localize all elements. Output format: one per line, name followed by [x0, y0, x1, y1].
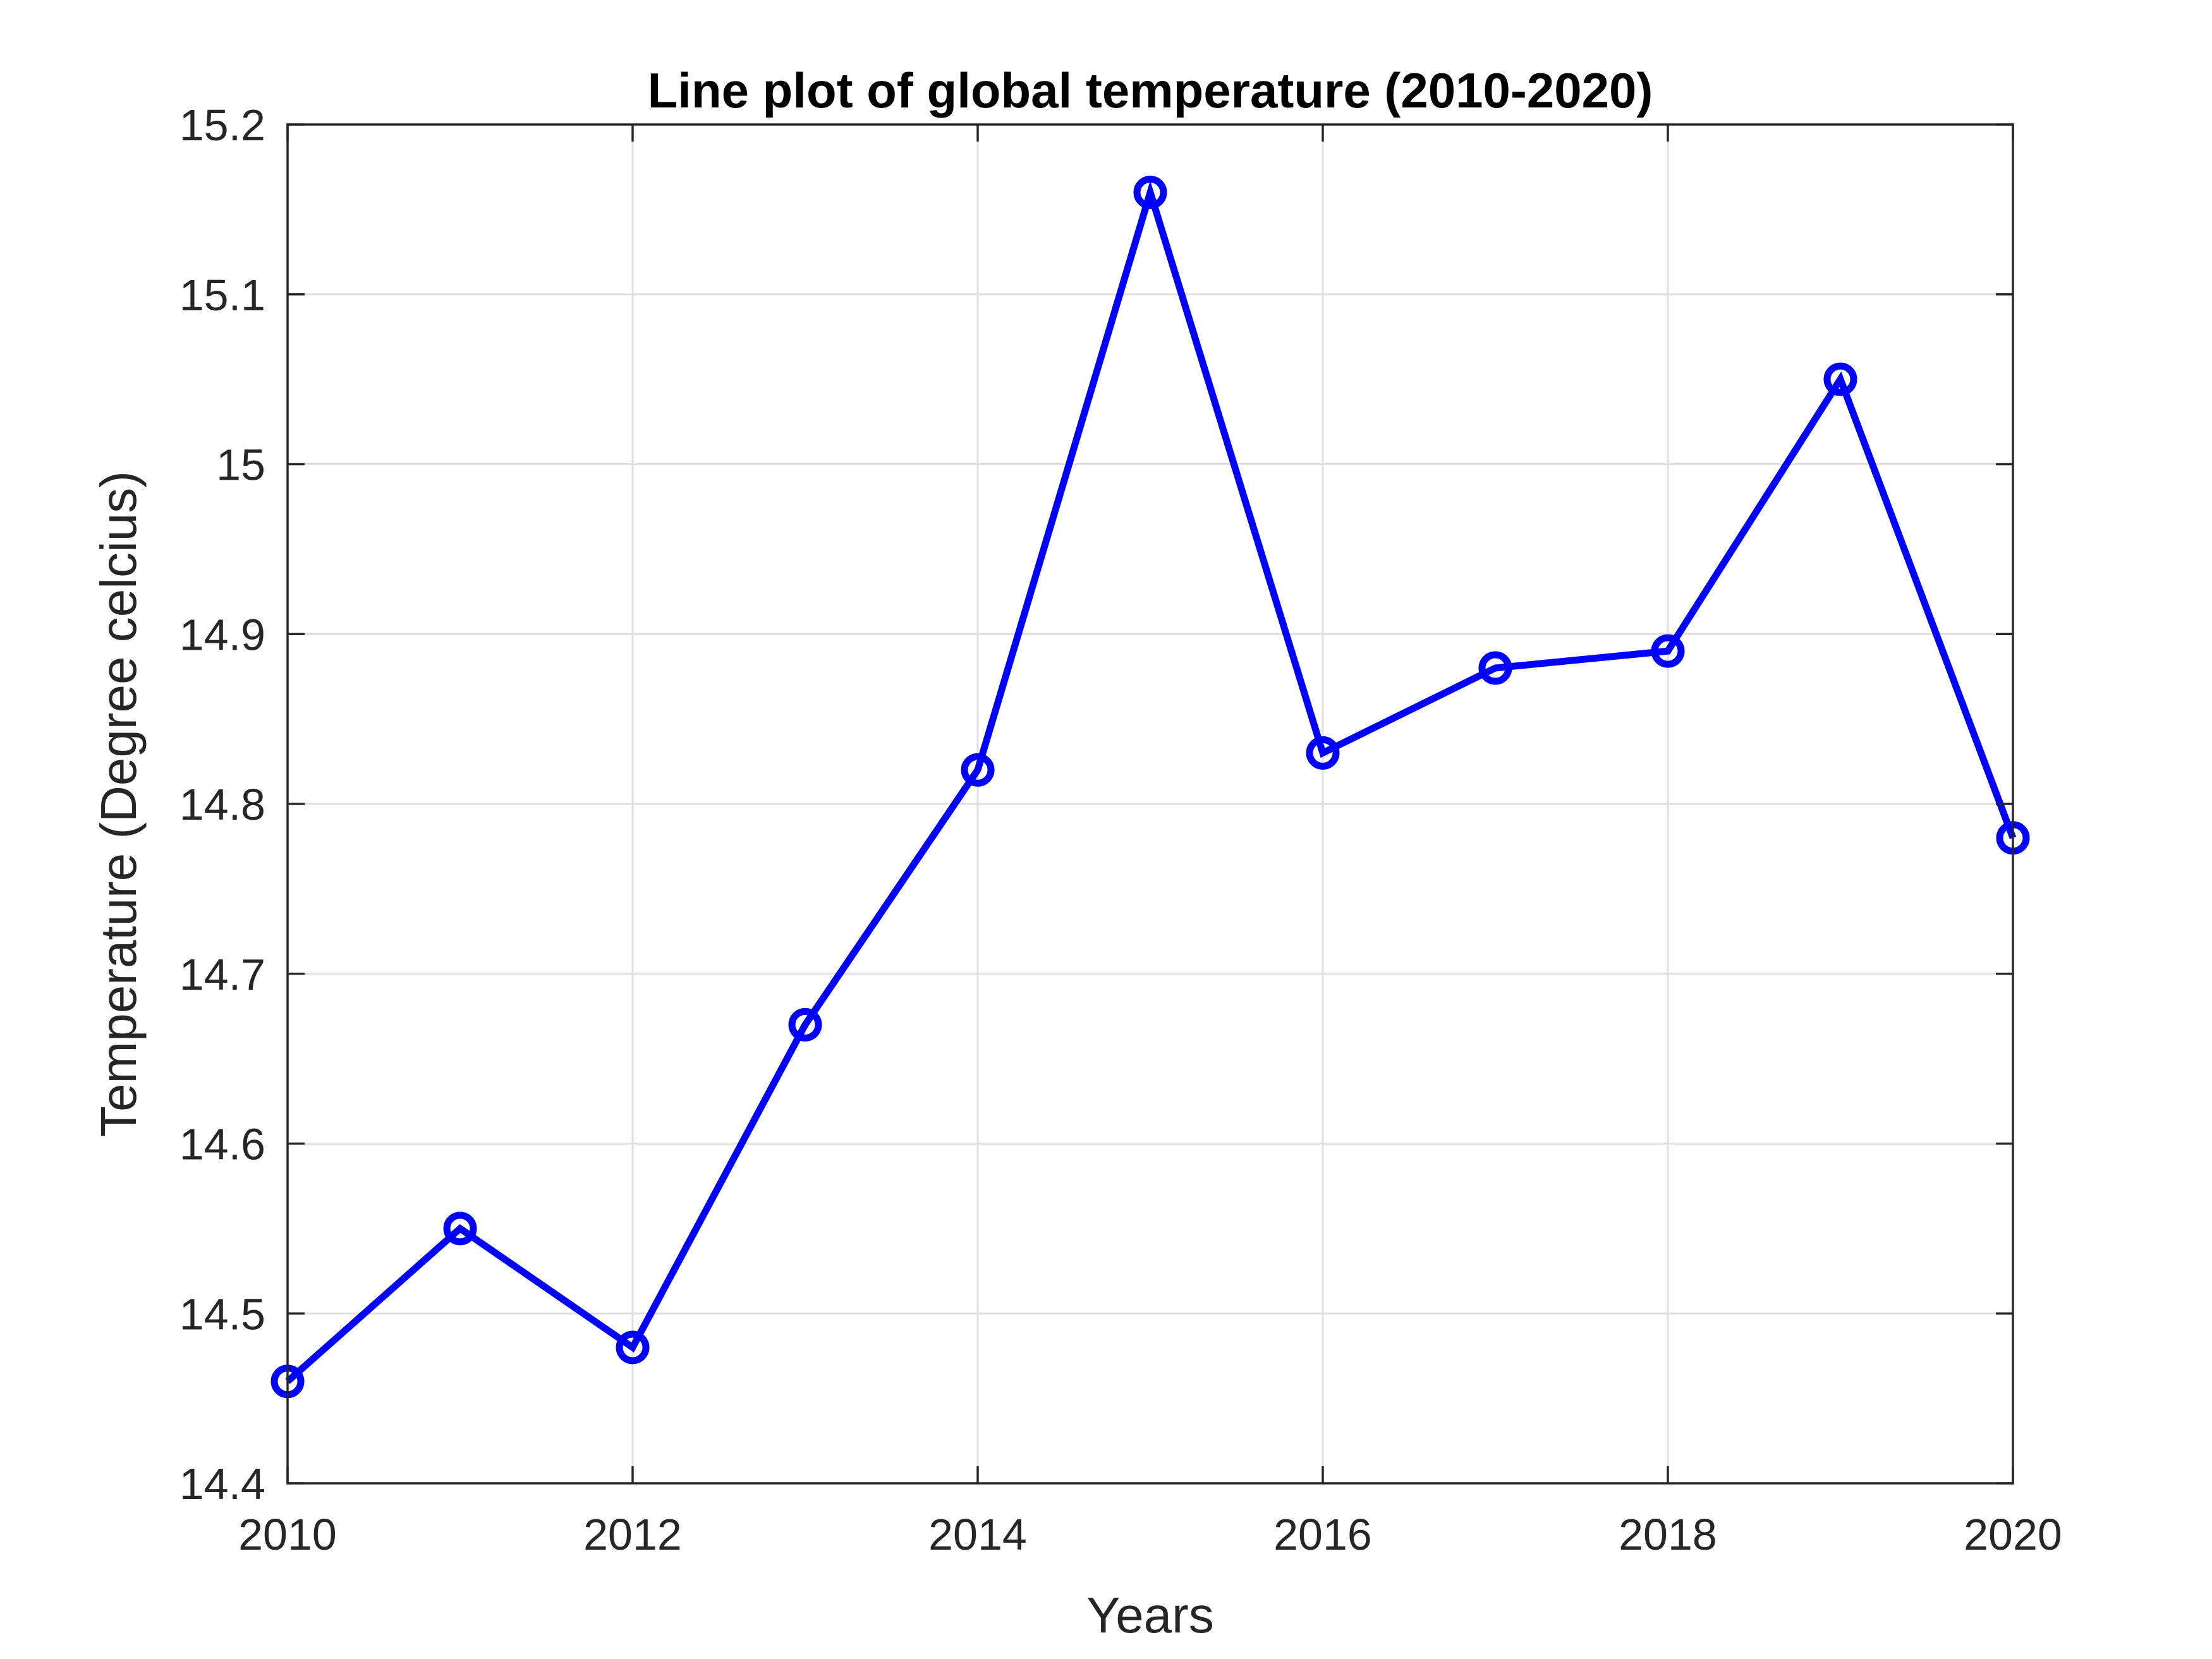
data-point [1651, 634, 1685, 668]
y-axis-label: Temperature (Degree celcius) [90, 471, 147, 1137]
x-tick-label: 2020 [1964, 1510, 2062, 1559]
series-layer [270, 176, 2030, 1399]
data-point [1478, 651, 1512, 685]
y-tick-label: 14.6 [179, 1120, 265, 1169]
data-point [788, 1007, 822, 1042]
data-point [616, 1330, 650, 1364]
data-point [1133, 176, 1167, 209]
tick-marks [286, 123, 2014, 1485]
y-tick-label: 14.4 [179, 1459, 265, 1509]
data-point [1823, 362, 1857, 396]
x-tick-label: 2014 [928, 1510, 1027, 1559]
x-tick-label: 2016 [1273, 1510, 1372, 1559]
x-tick-label: 2010 [238, 1510, 337, 1559]
series-line [285, 180, 2017, 1384]
data-point [1306, 736, 1340, 770]
data-point [443, 1212, 477, 1246]
y-tick-labels: 14.4 14.5 14.6 14.7 14.8 14.9 15 15.1 15.2 [179, 100, 265, 1509]
y-tick-label: 14.7 [179, 950, 265, 999]
y-tick-label: 15.1 [179, 270, 265, 320]
y-tick-label: 14.9 [179, 610, 265, 659]
x-tick-label: 2018 [1619, 1510, 1717, 1559]
y-tick-label: 15.2 [179, 100, 265, 150]
x-axis-label: Years [1086, 1587, 1214, 1643]
grid [286, 123, 2014, 1485]
y-tick-label: 14.5 [179, 1289, 265, 1339]
chart-title: Line plot of global temperature (2010-20… [648, 63, 1653, 118]
data-point [961, 753, 995, 787]
y-tick-label: 15 [216, 441, 265, 490]
x-tick-labels: 2010 2012 2014 2016 2018 2020 [238, 1510, 2062, 1559]
x-tick-label: 2012 [583, 1510, 682, 1559]
y-tick-label: 14.8 [179, 780, 265, 829]
